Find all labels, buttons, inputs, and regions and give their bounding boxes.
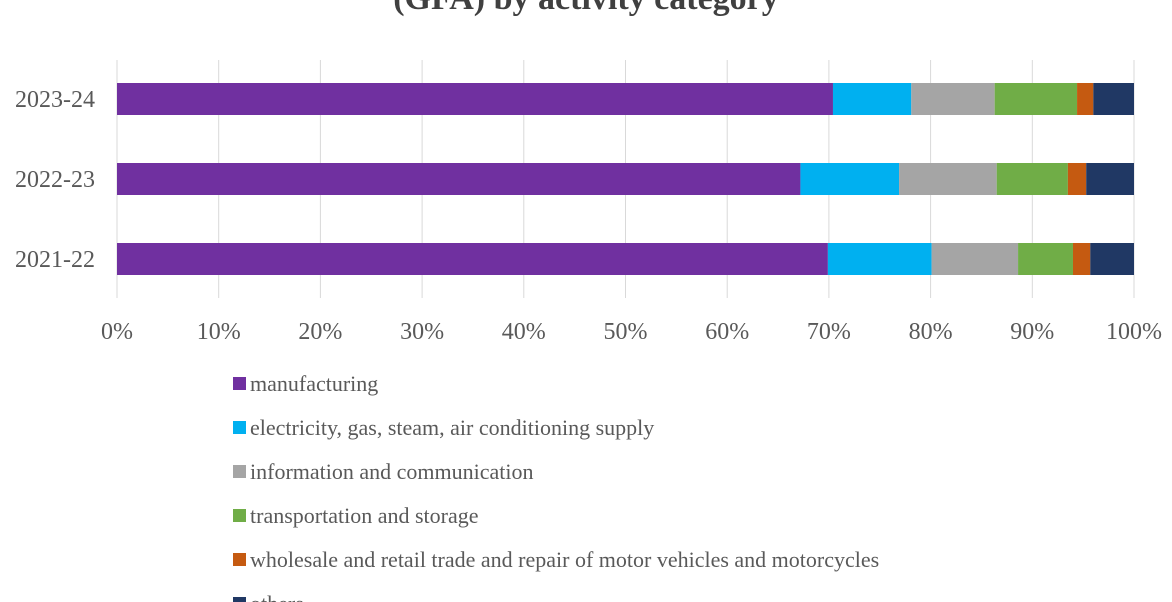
x-tick-label: 70% xyxy=(807,319,851,345)
x-tick-label: 90% xyxy=(1010,319,1054,345)
legend-swatch xyxy=(233,377,246,390)
x-tick-label: 10% xyxy=(197,319,241,345)
bar-segment xyxy=(1072,243,1091,275)
x-tick-label: 60% xyxy=(705,319,749,345)
chart-title: (GFA) by activity category xyxy=(0,0,1172,18)
legend-label: electricity, gas, steam, air conditionin… xyxy=(250,415,654,440)
bar-segment xyxy=(832,83,912,115)
bar-segment xyxy=(994,83,1078,115)
x-tick-label: 80% xyxy=(909,319,953,345)
legend-swatch xyxy=(233,597,246,602)
bar-segment xyxy=(1086,163,1134,195)
x-tick-label: 50% xyxy=(604,319,648,345)
bar-segment xyxy=(800,163,900,195)
bar-segment xyxy=(1018,243,1073,275)
legend-swatch xyxy=(233,465,246,478)
bar-segment xyxy=(899,163,997,195)
legend-label: others xyxy=(250,591,304,602)
bar-segment xyxy=(1067,163,1087,195)
bar-segment xyxy=(1090,243,1134,275)
x-tick-label: 30% xyxy=(400,319,444,345)
legend-swatch xyxy=(233,421,246,434)
legend-label: transportation and storage xyxy=(250,503,479,528)
bar-segment xyxy=(117,83,833,115)
legend: manufacturing electricity, gas, steam, ai… xyxy=(233,371,879,602)
x-tick-label: 40% xyxy=(502,319,546,345)
y-tick-label: 2022-23 xyxy=(15,167,95,193)
legend-label: manufacturing xyxy=(250,371,378,396)
bar-segment xyxy=(117,163,801,195)
x-axis-labels: 0% 10% 20% 30% 40% 50% 60% 70% 80% 90% 100% xyxy=(101,319,1162,345)
bar-segment xyxy=(1077,83,1094,115)
legend-swatch xyxy=(233,509,246,522)
legend-label: wholesale and retail trade and repair of… xyxy=(250,547,879,572)
y-axis-labels: 2023-24 2022-23 2021-22 xyxy=(15,87,95,273)
bar-segment xyxy=(827,243,932,275)
legend-swatch xyxy=(233,553,246,566)
y-tick-label: 2023-24 xyxy=(15,87,95,113)
bar-segment xyxy=(996,163,1068,195)
x-tick-label: 100% xyxy=(1106,319,1162,345)
bar-segment xyxy=(1093,83,1134,115)
bars xyxy=(117,83,1134,275)
x-tick-label: 20% xyxy=(298,319,342,345)
bar-segment xyxy=(911,83,995,115)
legend-label: information and communication xyxy=(250,459,534,484)
bar-segment xyxy=(931,243,1019,275)
y-tick-label: 2021-22 xyxy=(15,247,95,273)
bar-segment xyxy=(117,243,828,275)
x-tick-label: 0% xyxy=(101,319,133,345)
